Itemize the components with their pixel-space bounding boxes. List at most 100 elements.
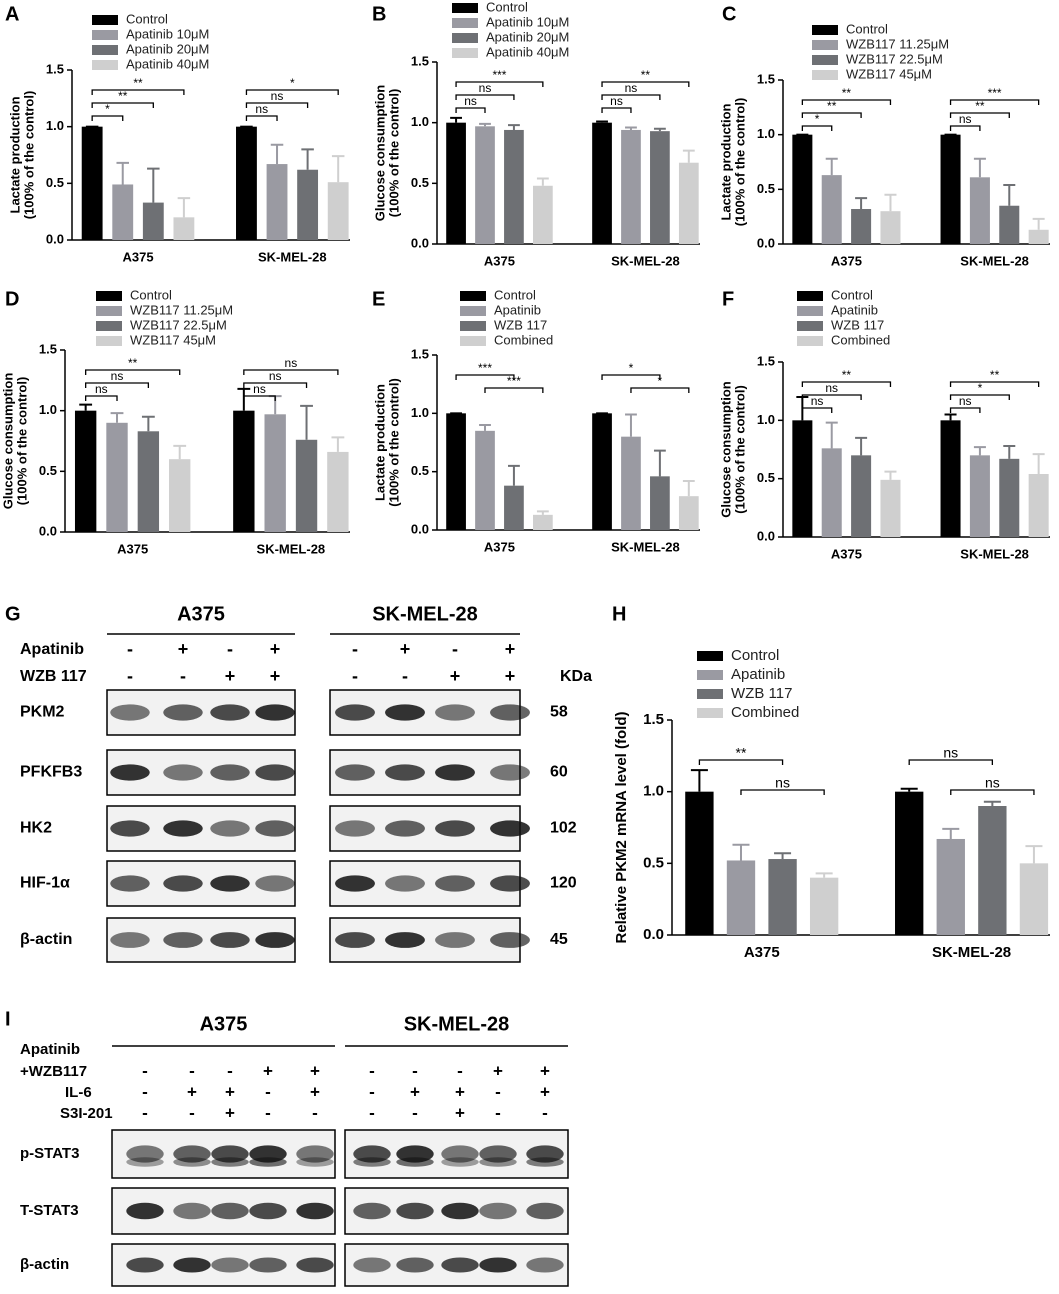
blot-band (385, 764, 425, 781)
significance-label: ns (959, 394, 972, 408)
blot-band (396, 1157, 434, 1167)
bar (173, 217, 195, 240)
error-bar (774, 852, 792, 860)
significance-bracket (85, 369, 181, 375)
treatment-sign: - (227, 639, 233, 659)
blot-band (210, 704, 250, 721)
bar (74, 410, 97, 532)
category-label: A375 (484, 253, 515, 268)
category-label: A375 (744, 944, 780, 961)
legend-label: Apatinib 10μM (486, 14, 569, 29)
legend-swatch (92, 30, 118, 40)
significance-bracket (740, 789, 825, 795)
significance-label: ns (285, 356, 298, 370)
bar (999, 458, 1020, 537)
legend-swatch (92, 45, 118, 55)
panel-label: A (5, 3, 19, 25)
significance-bracket (908, 759, 994, 765)
legend-label: WZB 117 (731, 685, 792, 702)
protein-label: PKM2 (20, 704, 65, 721)
treatment-sign: - (189, 1103, 195, 1122)
blot-band (163, 932, 203, 948)
category-label: SK-MEL-28 (932, 944, 1011, 961)
blot-band (441, 1145, 479, 1163)
legend-swatch (452, 48, 478, 58)
error-bar (855, 197, 868, 210)
blot-band (255, 932, 295, 948)
significance-bracket (243, 369, 339, 375)
error-bar (479, 424, 491, 431)
significance-bracket (630, 387, 690, 393)
significance-label: ** (842, 86, 852, 100)
bar (264, 414, 286, 532)
y-tick-label: 0.0 (411, 521, 429, 536)
legend-label: Apatinib 10μM (126, 26, 209, 41)
blot-band (173, 1157, 211, 1167)
error-bar (479, 122, 491, 127)
legend-swatch (697, 708, 723, 718)
panel-label: G (5, 603, 21, 625)
y-tick-label: 1.5 (643, 711, 664, 728)
bar (106, 422, 128, 532)
bar (1028, 229, 1049, 244)
bar (851, 209, 872, 244)
blot-band (211, 1257, 249, 1273)
bar (266, 164, 288, 240)
error-bar (536, 177, 549, 186)
legend-label: Combined (731, 704, 799, 721)
significance-bracket (245, 89, 339, 95)
panel-label: E (372, 288, 385, 310)
treatment-sign: + (540, 1082, 550, 1101)
category-label: A375 (122, 249, 153, 264)
blot-band (353, 1257, 391, 1273)
bar (792, 420, 813, 537)
treatment-sign: - (265, 1082, 271, 1101)
treatment-sign: + (410, 1082, 420, 1101)
category-label: SK-MEL-28 (257, 541, 326, 556)
significance-bracket (601, 374, 661, 380)
treatment-sign: + (270, 639, 281, 659)
significance-label: ns (943, 745, 958, 761)
legend-swatch (697, 689, 723, 699)
blot-band (173, 1145, 211, 1163)
category-label: SK-MEL-28 (960, 253, 1029, 268)
y-tick-label: 1.5 (757, 71, 775, 86)
significance-label: ** (827, 99, 837, 113)
blot-band (210, 875, 250, 892)
blot-band (353, 1157, 391, 1167)
significance-label: ** (736, 745, 747, 761)
protein-label: β-actin (20, 1256, 69, 1273)
significance-label: ns (775, 775, 790, 791)
blot-band (435, 875, 475, 892)
error-bar (147, 167, 160, 203)
error-bar (536, 510, 549, 515)
blot-band (163, 875, 203, 892)
protein-label: HIF-1α (20, 875, 70, 892)
significance-bracket (91, 89, 185, 95)
legend-swatch (96, 321, 122, 331)
treatment-sign: - (369, 1061, 375, 1080)
panel-label: B (372, 3, 386, 25)
y-tick-label: 1.0 (757, 126, 775, 141)
blot-band (526, 1257, 564, 1273)
bar (895, 791, 924, 935)
blot-band (385, 820, 425, 837)
bar (327, 182, 349, 240)
error-bar (983, 800, 1001, 806)
condition-label: IL-6 (65, 1084, 92, 1101)
condition-label: WZB 117 (20, 668, 87, 685)
y-axis-label: (100% of the control) (386, 378, 401, 507)
treatment-sign: - (127, 666, 133, 686)
error-bar (110, 412, 124, 423)
error-bar (653, 127, 666, 132)
significance-bracket (949, 99, 1040, 105)
error-bar (116, 161, 129, 185)
error-bar (682, 480, 695, 497)
blot-band (335, 875, 375, 892)
significance-bracket (698, 759, 784, 765)
panel-label: C (722, 3, 736, 25)
y-axis-label: (100% of the control) (732, 385, 747, 514)
blot-band (249, 1202, 287, 1220)
significance-bracket (949, 394, 1010, 400)
error-bar (900, 787, 918, 792)
